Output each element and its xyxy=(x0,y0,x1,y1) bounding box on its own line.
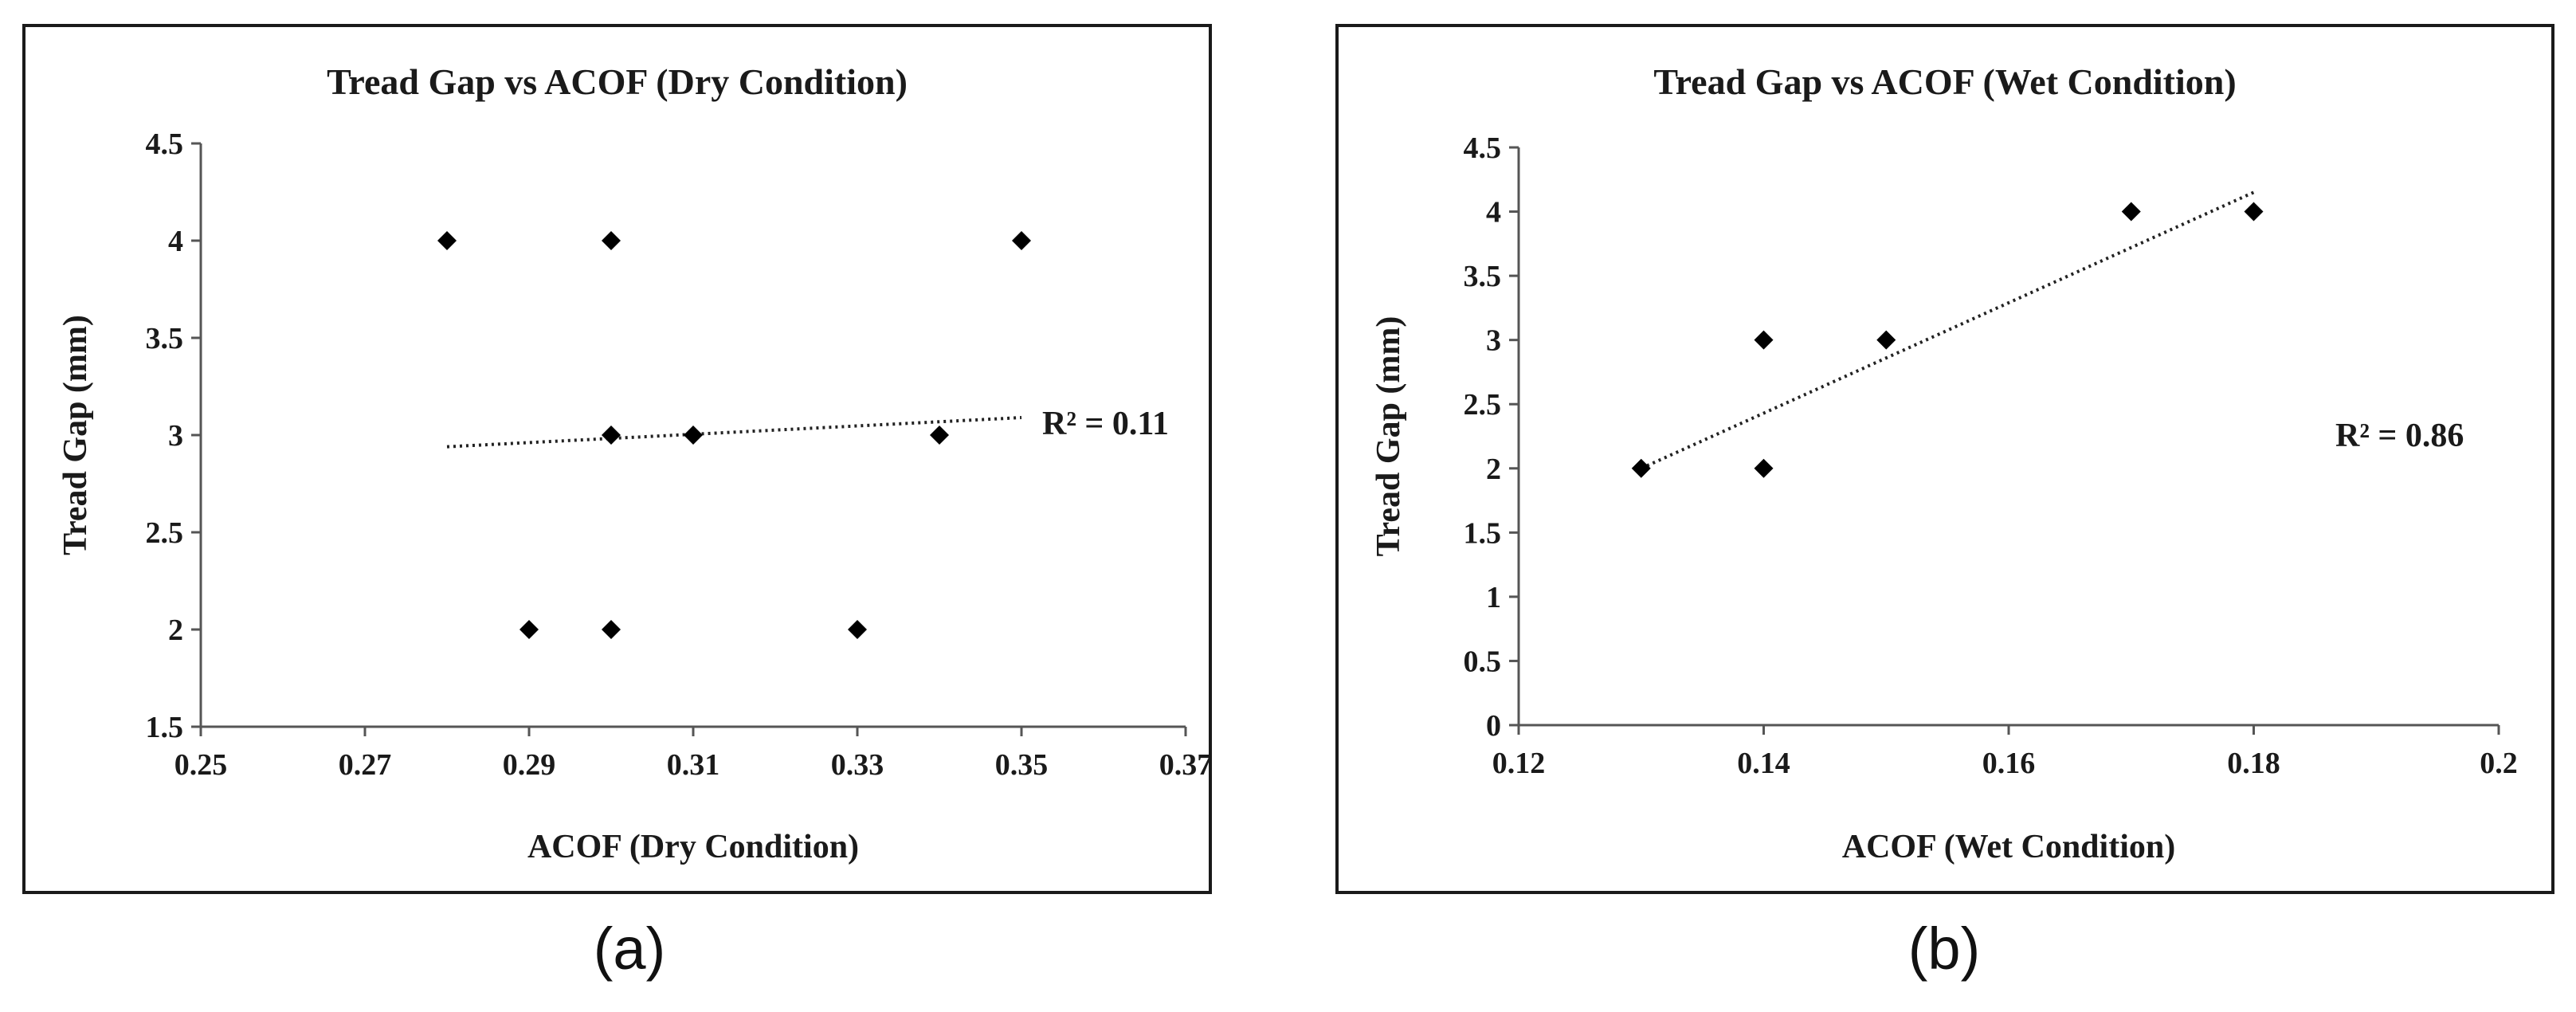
scatter-chart-dry: Tread Gap vs ACOF (Dry Condition) 0.25 0.2… xyxy=(22,24,1212,894)
data-point xyxy=(1754,458,1774,478)
chart-panel-wet: Tread Gap vs ACOF (Wet Condition) 0.12 0.1… xyxy=(1335,24,2554,894)
y-axis-label: Tread Gap (mm) xyxy=(57,315,94,555)
r-squared-label: R² = 0.11 xyxy=(1042,406,1169,442)
x-tick-label: 0.12 xyxy=(1492,747,1546,780)
data-point xyxy=(1876,330,1896,350)
chart-frame xyxy=(22,24,1212,894)
y-tick-label: 3 xyxy=(168,419,183,453)
data-point xyxy=(602,231,621,250)
data-point xyxy=(1012,231,1031,250)
y-tick-label: 3.5 xyxy=(146,322,184,355)
y-axis-label: Tread Gap (mm) xyxy=(1370,316,1407,557)
data-point xyxy=(1754,330,1774,350)
y-tick-label: 3.5 xyxy=(1464,260,1502,293)
x-tick-label: 0.14 xyxy=(1737,747,1790,780)
data-point xyxy=(437,231,457,250)
y-tick-label: 4.5 xyxy=(146,127,184,161)
r-squared-label: R² = 0.86 xyxy=(2335,418,2464,454)
x-axis-label: ACOF (Wet Condition) xyxy=(1842,829,2175,865)
data-point xyxy=(848,620,867,639)
y-tick-label: 0 xyxy=(1486,709,1501,743)
chart-title: Tread Gap vs ACOF (Wet Condition) xyxy=(1653,61,2236,102)
data-point xyxy=(602,620,621,639)
trendline xyxy=(446,416,1022,449)
data-point xyxy=(602,426,621,445)
data-point xyxy=(684,426,703,445)
data-point xyxy=(1631,458,1651,478)
data-point xyxy=(520,620,539,639)
x-tick-label: 0.2 xyxy=(2480,747,2518,780)
y-tick-label: 1.5 xyxy=(1464,516,1502,550)
chart-frame xyxy=(1335,24,2554,894)
x-axis-label: ACOF (Dry Condition) xyxy=(527,829,859,865)
x-tick-label: 0.25 xyxy=(174,748,228,782)
x-tick-label: 0.31 xyxy=(667,748,720,782)
y-tick-label: 2.5 xyxy=(1464,388,1502,422)
y-tick-label: 2 xyxy=(168,614,183,647)
y-tick-label: 1 xyxy=(1486,581,1501,614)
x-tick-label: 0.33 xyxy=(831,748,884,782)
y-tick-label: 3 xyxy=(1486,324,1501,358)
chart-title: Tread Gap vs ACOF (Dry Condition) xyxy=(327,61,908,102)
panel-caption-b: (b) xyxy=(1907,916,1981,982)
y-tick-label: 2.5 xyxy=(146,516,184,550)
y-tick-label: 4 xyxy=(168,225,183,258)
y-tick-label: 0.5 xyxy=(1464,645,1502,678)
x-tick-label: 0.37 xyxy=(1159,748,1212,782)
x-tick-label: 0.29 xyxy=(503,748,556,782)
y-tick-label: 4.5 xyxy=(1464,131,1502,165)
y-tick-label: 1.5 xyxy=(146,711,184,744)
panel-caption-a: (a) xyxy=(593,916,666,982)
x-tick-label: 0.35 xyxy=(995,748,1049,782)
x-tick-label: 0.18 xyxy=(2227,747,2280,780)
x-tick-label: 0.16 xyxy=(1982,747,2036,780)
x-tick-label: 0.27 xyxy=(339,748,392,782)
y-tick-label: 4 xyxy=(1486,196,1501,229)
y-tick-label: 2 xyxy=(1486,453,1501,486)
scatter-chart-wet: Tread Gap vs ACOF (Wet Condition) 0.12 0.1… xyxy=(1335,24,2554,894)
data-point xyxy=(930,426,949,445)
chart-panel-dry: Tread Gap vs ACOF (Dry Condition) 0.25 0.2… xyxy=(22,24,1212,894)
